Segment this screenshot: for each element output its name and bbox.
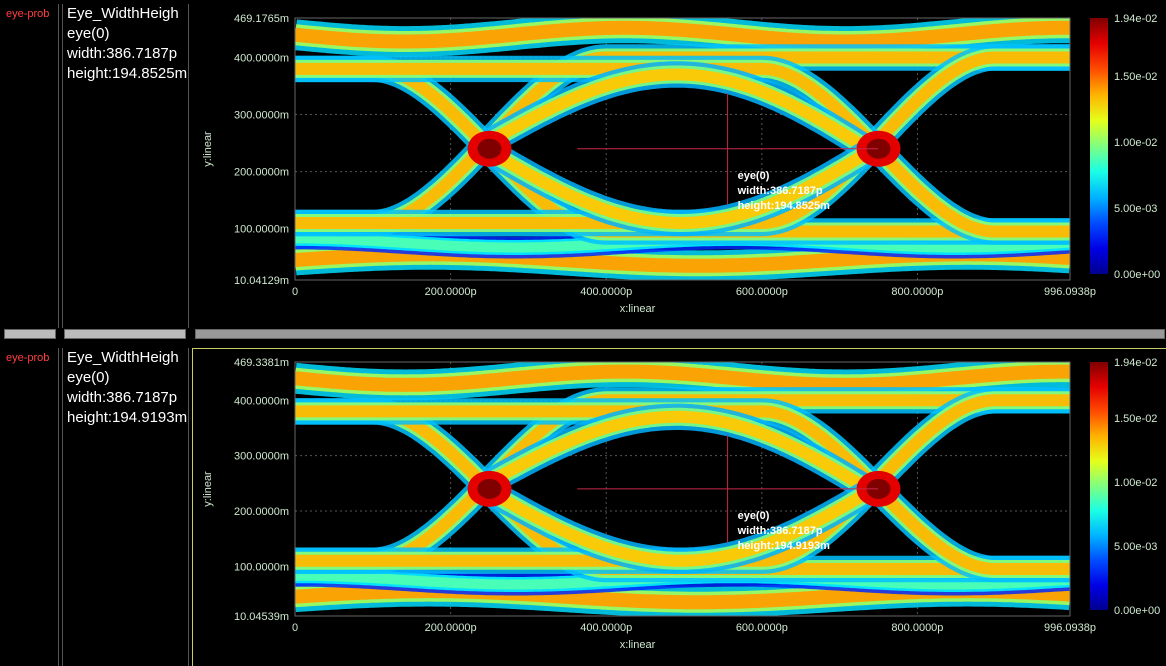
- crossing-hotspot-core: [477, 138, 502, 159]
- x-tick-label: 200.0000p: [425, 286, 477, 298]
- x-tick-label: 996.0938p: [1044, 286, 1096, 298]
- density-trace: [488, 410, 881, 500]
- x-tick-label: 0: [292, 622, 298, 634]
- eye-density-traces: [295, 362, 1070, 616]
- x-tick-label: 800.0000p: [891, 286, 943, 298]
- y-tick-label: 469.1765m: [234, 13, 289, 25]
- x-tick-label: 0: [292, 286, 298, 298]
- colorbar-tick-label: 5.00e-03: [1114, 203, 1157, 215]
- measurement-info-column: Eye_WidthHeigh eye(0) width:386.7187p he…: [62, 348, 189, 666]
- eye-diagram-svg-2: eye(0) width:386.7187p height:194.9193m 0 20…: [202, 357, 1160, 651]
- probe-name-column[interactable]: eye-prob: [3, 4, 59, 328]
- x-tick-label: 400.0000p: [580, 622, 632, 634]
- colorbar-tick-label: 0.00e+00: [1114, 605, 1160, 617]
- eye-annotation-label: eye(0): [738, 170, 770, 182]
- measurement-width: width:386.7187p: [67, 45, 178, 62]
- x-tick-label: 800.0000p: [891, 622, 943, 634]
- measurement-title: Eye_WidthHeigh: [67, 5, 179, 22]
- eye-annotation-label: width:386.7187p: [737, 185, 823, 197]
- y-tick-label: 300.0000m: [234, 110, 289, 122]
- x-axis-label: x:linear: [620, 639, 656, 651]
- scrollbar-info-column[interactable]: [64, 329, 186, 339]
- colorbar-tick-label: 5.00e-03: [1114, 541, 1157, 553]
- colorbar: [1090, 18, 1108, 274]
- y-axis-label: y:linear: [202, 131, 214, 167]
- y-axis-label: y:linear: [202, 471, 214, 507]
- measurement-eye: eye(0): [67, 25, 110, 42]
- colorbar-tick-label: 1.50e-02: [1114, 71, 1157, 83]
- measurement-height: height:194.9193m: [67, 409, 188, 426]
- x-tick-label: 996.0938p: [1044, 622, 1096, 634]
- eye-diagram-svg-1: eye(0) width:386.7187p height:194.8525m 0 20…: [202, 13, 1160, 315]
- y-tick-label: 300.0000m: [234, 451, 289, 463]
- density-trace: [488, 68, 881, 160]
- y-tick-label: 469.3381m: [234, 357, 289, 369]
- density-trace: [295, 364, 1070, 392]
- density-trace: [488, 481, 881, 567]
- probe-name-column[interactable]: eye-prob: [3, 348, 59, 666]
- colorbar-tick-label: 1.94e-02: [1114, 357, 1157, 369]
- measurement-info-column: Eye_WidthHeigh eye(0) width:386.7187p he…: [62, 4, 189, 328]
- crossing-hotspot-core: [866, 478, 891, 499]
- colorbar-tick-label: 1.00e-02: [1114, 137, 1157, 149]
- crossing-hotspot-core: [866, 138, 891, 159]
- x-tick-label: 600.0000p: [736, 622, 788, 634]
- eye-density-traces: [295, 18, 1070, 280]
- eye-diagram-plot-1[interactable]: eye(0) width:386.7187p height:194.8525m 0 20…: [193, 0, 1166, 330]
- y-tick-label: 200.0000m: [234, 167, 289, 179]
- measurement-height: height:194.8525m: [67, 65, 188, 82]
- y-tick-label: 10.04539m: [234, 611, 289, 623]
- y-tick-label: 10.04129m: [234, 275, 289, 287]
- eye-diagram-plot-2[interactable]: eye(0) width:386.7187p height:194.9193m 0 20…: [193, 344, 1166, 666]
- crossing-hotspot-core: [477, 478, 502, 499]
- y-tick-label: 400.0000m: [234, 52, 289, 64]
- panel-separator: [0, 328, 1166, 340]
- density-trace: [487, 141, 881, 229]
- x-tick-label: 400.0000p: [580, 286, 632, 298]
- colorbar: [1090, 362, 1108, 610]
- y-tick-label: 100.0000m: [234, 561, 289, 573]
- eye-annotation-label: eye(0): [738, 510, 770, 522]
- measurement-eye: eye(0): [67, 369, 110, 386]
- scrollbar-probe-column[interactable]: [4, 329, 56, 339]
- density-trace: [295, 20, 1070, 49]
- scrollbar-plot[interactable]: [195, 329, 1165, 339]
- eye-annotation-label: height:194.9193m: [738, 540, 831, 552]
- plot-frame: [294, 17, 1071, 281]
- y-tick-label: 400.0000m: [234, 395, 289, 407]
- y-tick-label: 100.0000m: [234, 224, 289, 236]
- x-tick-label: 600.0000p: [736, 286, 788, 298]
- colorbar-tick-label: 0.00e+00: [1114, 269, 1160, 281]
- measurement-width: width:386.7187p: [67, 389, 178, 406]
- measurement-title: Eye_WidthHeigh: [67, 349, 179, 366]
- eye-panel-2: eye-prob Eye_WidthHeigh eye(0) width:386…: [0, 344, 1166, 666]
- eye-annotation-label: height:194.8525m: [738, 200, 831, 212]
- plot-frame: [294, 361, 1071, 617]
- eye-annotation-label: width:386.7187p: [737, 525, 823, 537]
- colorbar-tick-label: 1.00e-02: [1114, 477, 1157, 489]
- x-tick-label: 200.0000p: [425, 622, 477, 634]
- eye-panel-1: eye-prob Eye_WidthHeigh eye(0) width:386…: [0, 0, 1166, 330]
- probe-name-label: eye-prob: [6, 8, 50, 20]
- x-axis-label: x:linear: [620, 303, 656, 315]
- colorbar-tick-label: 1.94e-02: [1114, 13, 1157, 25]
- probe-name-label: eye-prob: [6, 352, 50, 364]
- y-tick-label: 200.0000m: [234, 506, 289, 518]
- colorbar-tick-label: 1.50e-02: [1114, 413, 1157, 425]
